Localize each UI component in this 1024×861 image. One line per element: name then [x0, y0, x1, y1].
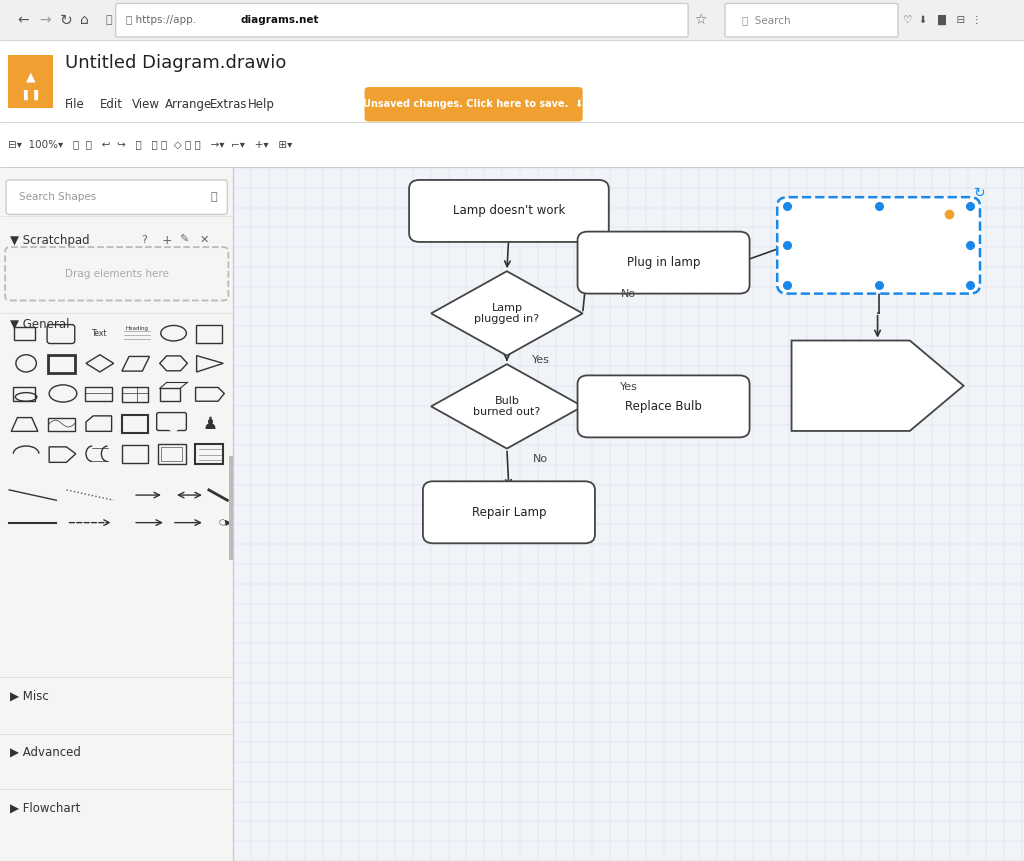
Text: Untitled Diagram.drawio: Untitled Diagram.drawio: [65, 54, 286, 72]
Text: Repair Lamp: Repair Lamp: [472, 505, 546, 519]
Text: Lamp doesn't work: Lamp doesn't work: [453, 204, 565, 218]
Polygon shape: [431, 271, 583, 356]
Polygon shape: [792, 340, 964, 430]
Text: No: No: [534, 455, 548, 464]
Bar: [14, 327, 35, 340]
Text: Heading: Heading: [125, 326, 148, 331]
Text: Edit: Edit: [100, 98, 123, 111]
Text: Bulb
burned out?: Bulb burned out?: [473, 395, 541, 418]
Text: Yes: Yes: [531, 355, 550, 365]
Bar: [0, 167, 233, 861]
Text: →: →: [39, 13, 50, 28]
Text: No: No: [622, 289, 636, 300]
FancyBboxPatch shape: [578, 232, 750, 294]
Text: ▼ Scratchpad: ▼ Scratchpad: [10, 233, 90, 247]
Text: 🛡: 🛡: [105, 15, 112, 25]
Text: ▌▐: ▌▐: [24, 90, 38, 100]
Bar: [8, 55, 53, 108]
Bar: [122, 445, 148, 463]
Text: Arrange: Arrange: [165, 98, 212, 111]
Text: ⌂: ⌂: [80, 13, 89, 28]
Bar: [85, 387, 112, 401]
Bar: [196, 325, 222, 343]
Text: ♡  ⬇  ▐▌  ⊟  ⋮: ♡ ⬇ ▐▌ ⊟ ⋮: [903, 15, 982, 25]
Text: Extras: Extras: [210, 98, 248, 111]
Text: Text: Text: [92, 329, 108, 338]
Text: ↻: ↻: [59, 13, 72, 28]
Polygon shape: [431, 364, 583, 449]
Bar: [158, 444, 186, 464]
FancyBboxPatch shape: [5, 247, 228, 300]
FancyBboxPatch shape: [578, 375, 750, 437]
Text: diagrams.net: diagrams.net: [241, 15, 319, 25]
Text: ✕: ✕: [200, 235, 209, 245]
Bar: [233, 167, 1024, 861]
Text: Drag elements here: Drag elements here: [65, 269, 169, 279]
Text: ←: ←: [17, 13, 29, 28]
Text: Lamp
plugged in?: Lamp plugged in?: [474, 302, 540, 325]
FancyBboxPatch shape: [116, 3, 688, 37]
Text: +: +: [162, 233, 172, 247]
Text: Help: Help: [248, 98, 274, 111]
Text: Unsaved changes. Click here to save.  ⬇: Unsaved changes. Click here to save. ⬇: [364, 99, 584, 109]
Text: ▶ Flowchart: ▶ Flowchart: [10, 801, 81, 815]
Text: 🔍: 🔍: [211, 192, 217, 202]
Bar: [160, 388, 180, 401]
Bar: [122, 387, 148, 402]
Polygon shape: [168, 429, 180, 433]
Text: ⊟▾  100%▾   🔍  🔍   ↩  ↪   🗑   ⬜ ⬜  ◇ ⟋ ⬜   →▾  ⌐▾   +▾   ⊞▾: ⊟▾ 100%▾ 🔍 🔍 ↩ ↪ 🗑 ⬜ ⬜ ◇ ⟋ ⬜ →▾ ⌐▾ +▾ ⊞▾: [8, 139, 293, 150]
Bar: [13, 387, 35, 401]
Text: ▲: ▲: [26, 71, 36, 84]
Bar: [122, 415, 148, 433]
Text: 🔍  Search: 🔍 Search: [742, 15, 791, 25]
Bar: [229, 456, 233, 560]
FancyBboxPatch shape: [6, 180, 227, 214]
FancyBboxPatch shape: [777, 197, 980, 294]
Text: Yes: Yes: [620, 382, 638, 393]
Text: ▶ Advanced: ▶ Advanced: [10, 746, 81, 759]
Text: Replace Bulb: Replace Bulb: [625, 400, 702, 413]
Text: ?: ?: [141, 235, 147, 245]
FancyBboxPatch shape: [409, 180, 608, 242]
Bar: [48, 418, 75, 431]
Text: ↻: ↻: [974, 186, 986, 200]
FancyBboxPatch shape: [725, 3, 898, 37]
Text: ▶ Misc: ▶ Misc: [10, 689, 49, 703]
Text: Search Shapes: Search Shapes: [19, 192, 96, 202]
FancyBboxPatch shape: [365, 87, 583, 121]
Text: ♟: ♟: [203, 415, 218, 432]
Bar: [0, 40, 1024, 122]
Text: 🔒 https://app.: 🔒 https://app.: [126, 15, 196, 25]
Text: File: File: [65, 98, 84, 111]
Text: ▼ General: ▼ General: [10, 317, 70, 331]
Text: Plug in lamp: Plug in lamp: [627, 256, 700, 269]
Bar: [161, 447, 182, 461]
FancyBboxPatch shape: [423, 481, 595, 543]
Bar: [0, 0, 1024, 40]
Text: ⬡▶: ⬡▶: [218, 518, 232, 527]
Text: ✎: ✎: [179, 235, 188, 245]
Bar: [0, 122, 1024, 167]
Bar: [48, 355, 75, 373]
Bar: [195, 444, 223, 464]
Text: View: View: [132, 98, 160, 111]
Text: ☆: ☆: [694, 13, 707, 28]
